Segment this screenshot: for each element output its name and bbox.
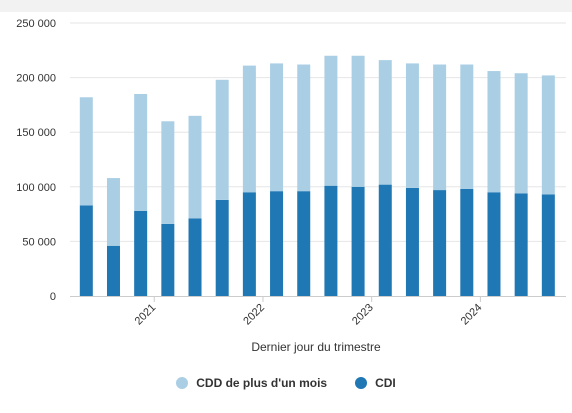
bar-cdd-2023-T1[interactable]	[378, 60, 392, 185]
x-tick-label: 2022	[241, 302, 267, 328]
bar-cdd-2023-T4[interactable]	[460, 64, 474, 189]
bar-cdd-2023-T3[interactable]	[433, 64, 447, 191]
gridlines	[70, 22, 566, 242]
bar-cdi-2022-T4[interactable]	[351, 186, 365, 296]
x-axis-title: Dernier jour du trimestre	[251, 340, 381, 354]
bar-cdd-2020-T2[interactable]	[79, 97, 93, 206]
bar-cdd-2022-T1[interactable]	[270, 63, 284, 192]
stacked-bar-chart: 0 50 000 100 000 150 000 200 000 250 000 2021…	[16, 18, 566, 354]
bar-cdd-2024-T3[interactable]	[541, 75, 555, 195]
legend-label-cdd: CDD de plus d'un mois	[196, 376, 328, 390]
y-tick-label: 200 000	[16, 73, 56, 85]
bar-cdi-2020-T4[interactable]	[134, 210, 148, 296]
legend-item-cdi[interactable]: CDI	[355, 376, 396, 390]
bar-cdi-2023-T4[interactable]	[460, 188, 474, 296]
legend-item-cdd[interactable]: CDD de plus d'un mois	[176, 376, 327, 390]
bar-cdi-2023-T2[interactable]	[405, 187, 419, 296]
bar-cdd-2021-T2[interactable]	[188, 115, 202, 219]
legend-marker-cdi	[355, 377, 368, 389]
legend: CDD de plus d'un mois CDI	[0, 372, 572, 394]
x-axis-ticks: 2021 2022 2023 2024	[133, 296, 485, 327]
legend-label-cdi: CDI	[375, 376, 396, 390]
bar-cdi-2021-T1[interactable]	[161, 223, 175, 296]
bar-cdd-2022-T4[interactable]	[351, 55, 365, 187]
bar-cdi-2021-T3[interactable]	[215, 199, 229, 296]
bar-cdi-2022-T2[interactable]	[297, 191, 311, 296]
y-tick-label: 150 000	[16, 127, 56, 139]
bar-cdd-2021-T4[interactable]	[242, 65, 256, 193]
top-bar	[0, 0, 572, 12]
bar-cdd-2024-T2[interactable]	[514, 73, 528, 194]
x-tick-label: 2021	[133, 302, 159, 328]
bar-cdd-2022-T2[interactable]	[297, 64, 311, 192]
y-tick-label: 0	[50, 291, 56, 303]
x-tick-label: 2023	[350, 302, 376, 328]
bar-cdd-2022-T3[interactable]	[324, 55, 338, 186]
bars	[79, 55, 555, 296]
bar-cdd-2021-T1[interactable]	[161, 121, 175, 224]
legend-marker-cdd	[176, 377, 189, 389]
bar-cdd-2020-T3[interactable]	[106, 178, 120, 246]
bar-cdd-2024-T1[interactable]	[487, 71, 501, 193]
bar-cdd-2023-T2[interactable]	[405, 63, 419, 188]
bar-cdi-2022-T3[interactable]	[324, 185, 338, 296]
bar-cdi-2024-T2[interactable]	[514, 193, 528, 296]
bar-cdi-2024-T3[interactable]	[541, 194, 555, 296]
bar-cdi-2021-T2[interactable]	[188, 218, 202, 296]
y-tick-label: 50 000	[22, 236, 56, 248]
bar-cdi-2022-T1[interactable]	[270, 191, 284, 296]
bar-cdi-2024-T1[interactable]	[487, 192, 501, 296]
bar-cdi-2020-T3[interactable]	[106, 245, 120, 296]
bar-cdi-2023-T1[interactable]	[378, 184, 392, 296]
bar-cdd-2020-T4[interactable]	[134, 93, 148, 211]
bar-cdi-2020-T2[interactable]	[79, 205, 93, 296]
y-tick-label: 100 000	[16, 182, 56, 194]
y-tick-label: 250 000	[16, 18, 56, 30]
bar-cdi-2021-T4[interactable]	[242, 192, 256, 296]
x-tick-label: 2024	[459, 302, 485, 328]
bar-cdd-2021-T3[interactable]	[215, 79, 229, 200]
y-axis-ticks: 0 50 000 100 000 150 000 200 000 250 000	[16, 18, 56, 303]
bar-cdi-2023-T3[interactable]	[433, 190, 447, 296]
